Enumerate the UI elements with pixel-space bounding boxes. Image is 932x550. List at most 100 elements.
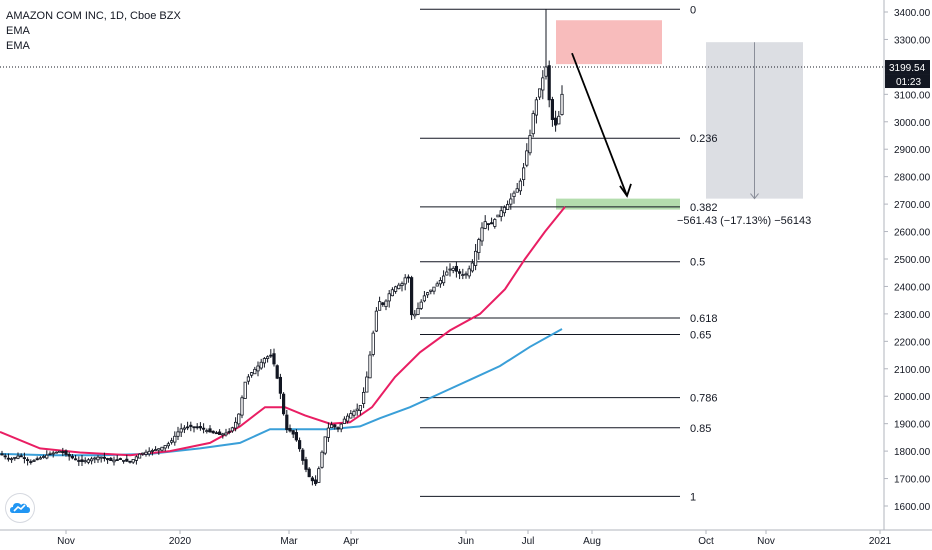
candle-body[interactable] xyxy=(83,460,87,463)
candle-body[interactable] xyxy=(205,430,209,432)
candle-body[interactable] xyxy=(262,358,267,364)
candle-body[interactable] xyxy=(435,283,439,287)
candle-body[interactable] xyxy=(432,286,436,292)
candle-body[interactable] xyxy=(400,283,404,286)
indicator-ema-2[interactable]: EMA xyxy=(6,40,30,52)
candle-body[interactable] xyxy=(74,458,78,461)
candle-body[interactable] xyxy=(512,192,516,197)
candle-body[interactable] xyxy=(413,313,417,317)
candle-body[interactable] xyxy=(195,426,199,429)
candle-body[interactable] xyxy=(470,262,475,272)
candle-body[interactable] xyxy=(409,277,414,316)
candle-body[interactable] xyxy=(131,459,135,463)
candle-body[interactable] xyxy=(182,427,186,430)
candle-body[interactable] xyxy=(480,227,484,242)
candle-body[interactable] xyxy=(22,457,27,460)
candle-body[interactable] xyxy=(416,307,420,315)
candle-body[interactable] xyxy=(381,302,385,305)
candle-body[interactable] xyxy=(365,376,369,393)
candle-body[interactable] xyxy=(451,267,455,271)
candle-body[interactable] xyxy=(176,431,180,437)
candle-body[interactable] xyxy=(393,286,398,292)
candle-body[interactable] xyxy=(192,426,196,429)
chart-title[interactable]: AMAZON COM INC, 1D, Cboe BZX xyxy=(6,10,181,22)
candle-body[interactable] xyxy=(333,424,337,428)
candle-body[interactable] xyxy=(374,310,379,332)
candle-body[interactable] xyxy=(16,455,20,459)
candle-body[interactable] xyxy=(42,456,46,458)
candle-body[interactable] xyxy=(134,456,138,461)
candle-body[interactable] xyxy=(342,418,347,424)
candle-body[interactable] xyxy=(368,354,372,379)
candle-body[interactable] xyxy=(329,424,334,429)
candle-body[interactable] xyxy=(237,413,241,425)
candle-body[interactable] xyxy=(403,277,407,285)
candle-body[interactable] xyxy=(19,455,23,458)
candle-body[interactable] xyxy=(429,289,433,292)
candle-body[interactable] xyxy=(486,223,491,226)
candle-body[interactable] xyxy=(288,428,292,432)
candle-body[interactable] xyxy=(77,460,81,462)
candle-body[interactable] xyxy=(201,427,206,430)
candle-body[interactable] xyxy=(397,284,401,290)
candle-body[interactable] xyxy=(102,456,106,459)
candle-body[interactable] xyxy=(115,459,119,462)
candle-body[interactable] xyxy=(349,413,353,419)
candle-body[interactable] xyxy=(230,427,234,432)
candle-body[interactable] xyxy=(515,188,519,193)
candle-body[interactable] xyxy=(35,458,39,461)
candle-body[interactable] xyxy=(208,428,212,433)
candle-body[interactable] xyxy=(249,372,254,376)
candle-body[interactable] xyxy=(496,214,500,218)
candle-body[interactable] xyxy=(48,453,52,456)
candle-body[interactable] xyxy=(371,332,375,355)
candle-body[interactable] xyxy=(528,135,532,154)
candle-body[interactable] xyxy=(45,454,49,459)
candle-body[interactable] xyxy=(294,432,299,441)
candle-body[interactable] xyxy=(534,99,539,116)
candle-body[interactable] xyxy=(217,431,222,435)
candle-body[interactable] xyxy=(550,99,555,120)
candle-body[interactable] xyxy=(502,207,507,214)
candle-body[interactable] xyxy=(109,457,113,462)
candle-body[interactable] xyxy=(256,365,260,372)
candle-body[interactable] xyxy=(419,301,423,309)
candle-body[interactable] xyxy=(3,455,7,458)
candle-body[interactable] xyxy=(227,431,231,433)
candle-body[interactable] xyxy=(525,150,529,166)
candle-body[interactable] xyxy=(13,456,17,459)
candle-body[interactable] xyxy=(9,458,14,461)
candle-body[interactable] xyxy=(518,180,523,192)
candle-body[interactable] xyxy=(390,289,395,297)
candle-body[interactable] xyxy=(522,167,526,181)
candle-body[interactable] xyxy=(477,239,481,253)
candle-body[interactable] xyxy=(509,198,513,205)
candle-body[interactable] xyxy=(489,222,494,225)
candle-body[interactable] xyxy=(310,477,315,482)
candle-body[interactable] xyxy=(538,88,542,98)
candle-body[interactable] xyxy=(454,265,459,272)
target-zone[interactable] xyxy=(556,198,680,210)
candle-body[interactable] xyxy=(80,459,84,462)
candle-body[interactable] xyxy=(144,451,148,455)
candle-body[interactable] xyxy=(377,301,382,311)
candle-body[interactable] xyxy=(6,457,10,460)
candle-body[interactable] xyxy=(339,423,343,430)
candle-body[interactable] xyxy=(185,426,190,429)
candle-body[interactable] xyxy=(304,459,308,470)
candle-body[interactable] xyxy=(198,426,202,429)
candle-body[interactable] xyxy=(259,361,263,369)
candle-body[interactable] xyxy=(326,427,331,438)
projection-arrow[interactable] xyxy=(571,52,628,197)
candle-body[interactable] xyxy=(224,432,228,436)
candle-body[interactable] xyxy=(93,457,97,460)
candle-body[interactable] xyxy=(96,456,100,461)
candle-body[interactable] xyxy=(61,451,65,454)
candle-body[interactable] xyxy=(317,468,321,483)
candle-body[interactable] xyxy=(153,449,158,451)
candle-body[interactable] xyxy=(169,440,174,443)
candle-body[interactable] xyxy=(352,410,356,416)
candle-body[interactable] xyxy=(320,451,324,468)
candle-body[interactable] xyxy=(38,457,43,460)
candle-body[interactable] xyxy=(345,415,350,422)
